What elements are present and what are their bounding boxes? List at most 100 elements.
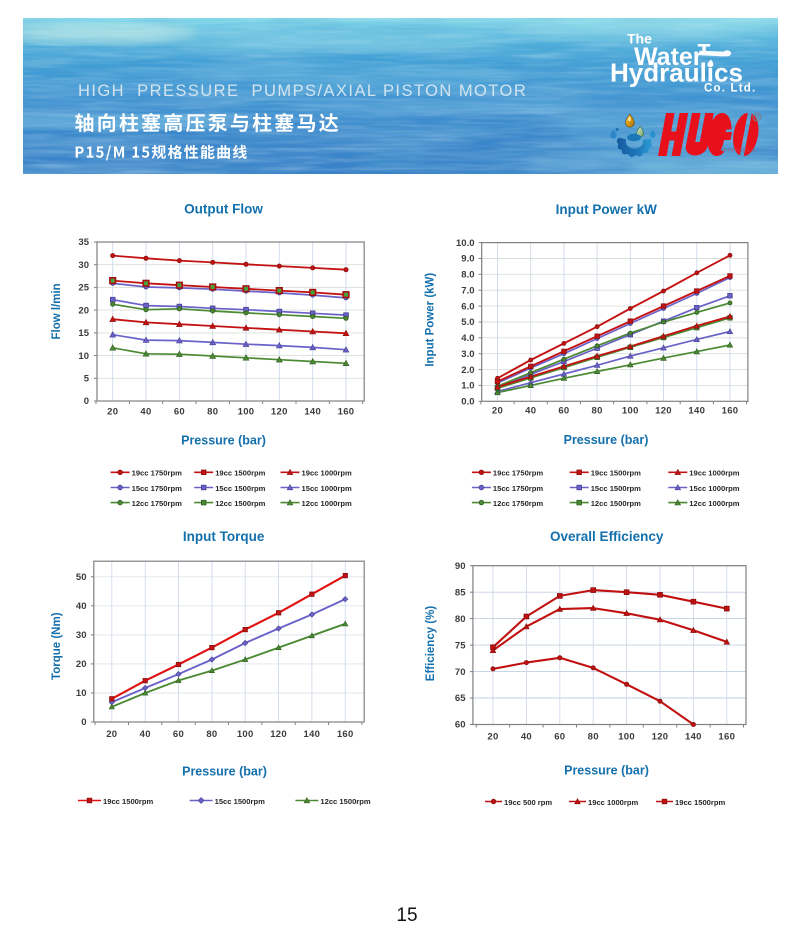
svg-text:40: 40 — [76, 601, 87, 612]
svg-text:9.0: 9.0 — [461, 254, 474, 265]
svg-text:12cc 1500rpm: 12cc 1500rpm — [320, 797, 370, 806]
svg-text:Torque (Nm): Torque (Nm) — [51, 612, 63, 680]
svg-text:19cc 1500rpm: 19cc 1500rpm — [591, 469, 641, 478]
svg-text:100: 100 — [618, 732, 635, 743]
svg-text:25: 25 — [78, 283, 89, 294]
svg-text:Pressure (bar): Pressure (bar) — [564, 764, 649, 778]
svg-text:19cc 1000rpm: 19cc 1000rpm — [689, 469, 739, 478]
svg-text:5.0: 5.0 — [461, 317, 474, 328]
svg-text:2.0: 2.0 — [461, 365, 474, 376]
svg-text:Output Flow: Output Flow — [184, 202, 263, 217]
svg-text:19cc 1750rpm: 19cc 1750rpm — [132, 469, 182, 478]
svg-text:60: 60 — [173, 729, 184, 740]
svg-text:60: 60 — [174, 406, 185, 417]
svg-text:160: 160 — [337, 729, 354, 740]
svg-text:160: 160 — [338, 406, 355, 417]
svg-text:15: 15 — [78, 328, 89, 339]
svg-text:40: 40 — [521, 732, 532, 743]
svg-text:Pressure (bar): Pressure (bar) — [182, 765, 267, 779]
svg-text:120: 120 — [655, 406, 672, 417]
svg-text:40: 40 — [140, 729, 151, 740]
svg-text:160: 160 — [718, 732, 735, 743]
svg-text:20: 20 — [78, 305, 89, 316]
svg-text:80: 80 — [592, 406, 603, 417]
svg-text:19cc 1500rpm: 19cc 1500rpm — [103, 797, 153, 806]
svg-text:0: 0 — [81, 717, 86, 728]
svg-text:15cc 1500rpm: 15cc 1500rpm — [215, 484, 265, 493]
svg-text:4.0: 4.0 — [461, 333, 474, 344]
svg-text:8.0: 8.0 — [461, 270, 474, 281]
svg-text:40: 40 — [525, 406, 536, 417]
svg-text:60: 60 — [554, 732, 565, 743]
svg-text:20: 20 — [487, 732, 498, 743]
svg-text:1.0: 1.0 — [461, 381, 474, 392]
svg-text:120: 120 — [652, 732, 669, 743]
svg-text:140: 140 — [688, 406, 705, 417]
svg-text:100: 100 — [238, 406, 255, 417]
svg-text:Efficiency (%): Efficiency (%) — [425, 606, 437, 682]
svg-text:19cc 1000rpm: 19cc 1000rpm — [302, 469, 352, 478]
svg-text:Overall Efficiency: Overall Efficiency — [550, 529, 664, 544]
svg-text:140: 140 — [304, 729, 321, 740]
svg-text:19cc 1500rpm: 19cc 1500rpm — [675, 798, 725, 807]
svg-text:20: 20 — [76, 659, 87, 670]
svg-text:HIGH PRESSURE PUMPS/AXIAL PI: HIGH PRESSURE PUMPS/AXIAL PISTON MOTOR — [78, 82, 527, 100]
svg-text:85: 85 — [455, 587, 466, 598]
svg-text:Hydraulics: Hydraulics — [610, 58, 743, 88]
svg-text:Pressure (bar): Pressure (bar) — [564, 433, 649, 447]
svg-text:80: 80 — [588, 732, 599, 743]
svg-text:7.0: 7.0 — [461, 285, 474, 296]
svg-text:The: The — [627, 31, 652, 47]
svg-text:5: 5 — [84, 374, 90, 385]
svg-text:15cc 1000rpm: 15cc 1000rpm — [689, 484, 739, 493]
svg-text:75: 75 — [455, 640, 466, 651]
svg-text:12cc 1750rpm: 12cc 1750rpm — [132, 499, 182, 508]
svg-text:160: 160 — [722, 406, 739, 417]
svg-text:0: 0 — [84, 396, 89, 407]
svg-text:120: 120 — [270, 729, 287, 740]
svg-text:12cc 1000rpm: 12cc 1000rpm — [689, 499, 739, 508]
svg-text:10: 10 — [76, 688, 87, 699]
svg-text:20: 20 — [492, 406, 503, 417]
svg-text:100: 100 — [237, 729, 254, 740]
svg-text:30: 30 — [78, 260, 89, 271]
svg-text:60: 60 — [455, 720, 466, 731]
svg-text:12cc 1000rpm: 12cc 1000rpm — [302, 499, 352, 508]
svg-text:12cc 1500rpm: 12cc 1500rpm — [591, 499, 641, 508]
svg-text:65: 65 — [455, 693, 466, 704]
svg-text:10.0: 10.0 — [456, 238, 475, 249]
svg-text:Pressure (bar): Pressure (bar) — [181, 434, 266, 448]
svg-text:3.0: 3.0 — [461, 349, 474, 360]
svg-text:15cc 1750rpm: 15cc 1750rpm — [132, 484, 182, 493]
svg-text:19cc 1000rpm: 19cc 1000rpm — [588, 798, 638, 807]
svg-text:80: 80 — [206, 729, 217, 740]
svg-text:0.0: 0.0 — [461, 397, 474, 408]
svg-text:70: 70 — [455, 667, 466, 678]
svg-text:50: 50 — [76, 572, 87, 583]
svg-text:Water: Water — [634, 43, 703, 71]
svg-text:20: 20 — [106, 729, 117, 740]
svg-text:Input Power (kW): Input Power (kW) — [425, 273, 437, 367]
svg-text:60: 60 — [558, 406, 569, 417]
svg-text:15cc 1000rpm: 15cc 1000rpm — [302, 484, 352, 493]
svg-text:20: 20 — [107, 406, 118, 417]
svg-text:12cc 1500rpm: 12cc 1500rpm — [215, 499, 265, 508]
svg-text:15: 15 — [396, 905, 417, 926]
svg-text:80: 80 — [455, 614, 466, 625]
svg-text:140: 140 — [304, 406, 321, 417]
svg-text:120: 120 — [271, 406, 288, 417]
svg-text:80: 80 — [207, 406, 218, 417]
svg-text:R: R — [755, 116, 760, 122]
svg-text:35: 35 — [78, 237, 89, 248]
svg-text:19cc 1750rpm: 19cc 1750rpm — [493, 469, 543, 478]
svg-text:15cc 1500rpm: 15cc 1500rpm — [215, 797, 265, 806]
svg-text:19cc 1500rpm: 19cc 1500rpm — [215, 469, 265, 478]
svg-text:19cc 500 rpm: 19cc 500 rpm — [504, 798, 552, 807]
svg-text:40: 40 — [140, 406, 151, 417]
svg-text:30: 30 — [76, 630, 87, 641]
svg-text:140: 140 — [685, 732, 702, 743]
svg-text:15cc 1500rpm: 15cc 1500rpm — [591, 484, 641, 493]
svg-text:6.0: 6.0 — [461, 301, 474, 312]
svg-text:Input Torque: Input Torque — [183, 529, 265, 544]
svg-text:HYDRAULIC: HYDRAULIC — [723, 148, 756, 153]
